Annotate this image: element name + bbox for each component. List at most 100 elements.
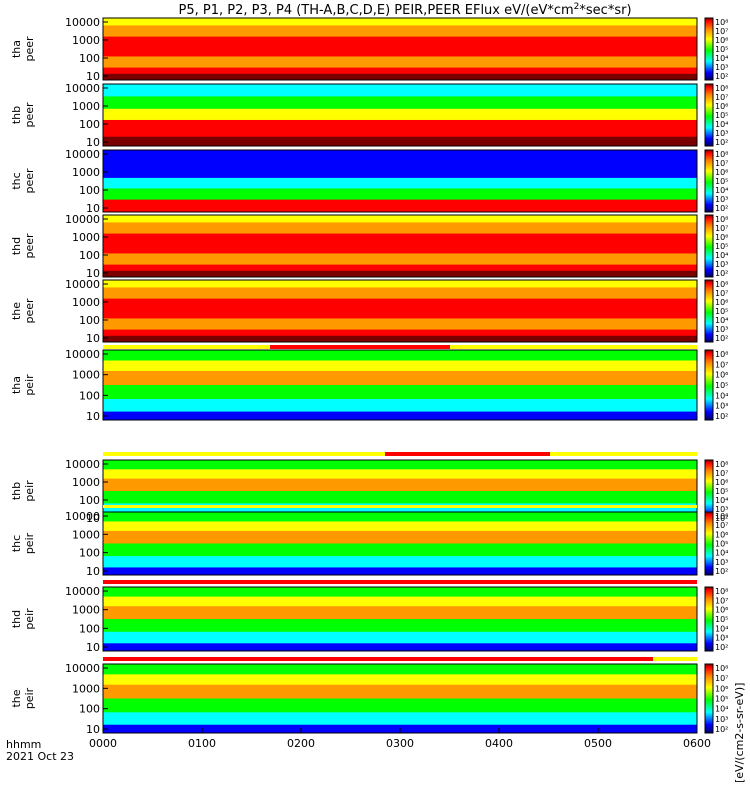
spectrogram-band	[103, 25, 697, 38]
panel-instrument-label: peir	[23, 374, 36, 396]
colorbar-tick-label: 10⁴	[715, 54, 728, 63]
colorbar-tick-label: 10⁷	[715, 674, 728, 683]
panel-frame	[102, 149, 698, 213]
colorbar-tick-label: 10⁸	[715, 512, 728, 521]
y-tick-label: 1000	[72, 296, 100, 309]
spectrogram-band	[103, 177, 697, 189]
panel-thb-peer: 10000 1000 100 10 thb peer 10⁸10⁷10⁶10⁵10⁴10³1…	[10, 82, 728, 149]
y-tick-label: 10	[86, 565, 100, 578]
colorbar-tick-label: 10⁶	[715, 36, 728, 45]
spectrogram-band	[103, 460, 697, 470]
colorbar-tick-label: 10⁷	[715, 521, 728, 530]
panel-instrument-label: peer	[23, 298, 36, 324]
panel-frame	[102, 214, 698, 278]
x-tick-label: 0400	[485, 737, 513, 750]
colorbar-tick-label: 10²	[715, 138, 728, 147]
colorbar-tick-label: 10³	[715, 63, 728, 72]
colorbar	[704, 349, 714, 421]
colorbar-tick-label: 10³	[715, 505, 728, 514]
colorbar-tick-label: 10²	[715, 72, 728, 81]
panel-thd-peer: 10000 1000 100 10 thd peer 10⁸10⁷10⁶10⁵10⁴10³1…	[10, 213, 728, 280]
colorbar-tick-label: 10⁷	[715, 596, 728, 605]
spectrogram-band	[103, 215, 697, 223]
spectrogram-band	[103, 698, 697, 713]
colorbar-tick-label: 10²	[715, 334, 728, 343]
y-tick-label: 100	[79, 622, 100, 635]
colorbar-tick-label: 10⁶	[715, 102, 728, 111]
panel-probe-label: thc	[10, 535, 23, 552]
y-tick-label: 10	[86, 136, 100, 149]
spectrogram-band	[103, 643, 697, 652]
colorbar-tick-label: 10⁸	[715, 18, 728, 27]
panel-frame	[102, 83, 698, 147]
colorbar-tick-label: 10⁶	[715, 168, 728, 177]
spectrogram-band	[103, 264, 697, 272]
spectrogram-band	[103, 119, 697, 138]
spectrogram-band	[103, 280, 697, 288]
spectrogram-band	[103, 56, 697, 69]
x-tick-label: 0100	[188, 737, 216, 750]
spectrogram-band	[103, 329, 697, 337]
spectrogram-band	[103, 18, 697, 26]
status-bar-flag	[385, 452, 550, 456]
spectrogram-band	[103, 96, 697, 110]
colorbar-tick-label: 10⁴	[715, 705, 728, 714]
spectrogram-band	[103, 712, 697, 726]
colorbar-tick-label: 10²	[715, 269, 728, 278]
panel-instrument-label: peir	[23, 687, 36, 709]
spectrogram-band	[103, 270, 697, 278]
colorbar-units-label: [eV/(cm2-s-sr-eV)]	[733, 683, 746, 783]
colorbar-tick-label: 10⁴	[715, 624, 728, 633]
colorbar-tick-label: 10⁶	[715, 371, 728, 380]
x-tick-label: 0000	[89, 737, 117, 750]
colorbar-tick-label: 10³	[715, 715, 728, 724]
spectrogram-band	[103, 253, 697, 266]
panel-instrument-label: peer	[23, 233, 36, 259]
panel-probe-label: the	[10, 302, 23, 320]
spectrogram-band	[103, 530, 697, 544]
y-tick-label: 10000	[65, 585, 100, 598]
colorbar	[704, 586, 714, 652]
spectrogram-band	[103, 664, 697, 675]
x-tick-label: 0600	[683, 737, 711, 750]
colorbar-tick-label: 10⁵	[715, 177, 728, 186]
spectrogram-band	[103, 222, 697, 235]
y-tick-label: 10000	[65, 278, 100, 291]
spectrogram-band	[103, 335, 697, 343]
y-tick-label: 1000	[72, 682, 100, 695]
colorbar-tick-label: 10⁶	[715, 606, 728, 615]
y-tick-label: 10000	[65, 213, 100, 226]
spectrogram-band	[103, 411, 697, 421]
spectrogram-band	[103, 674, 697, 686]
colorbar	[704, 279, 714, 343]
panel-probe-label: thb	[10, 482, 23, 500]
panel-frame	[102, 511, 698, 576]
spectrogram-band	[103, 385, 697, 400]
colorbar-tick-label: 10²	[715, 567, 728, 576]
colorbar-tick-label: 10⁶	[715, 233, 728, 242]
panel-probe-label: thc	[10, 172, 23, 189]
panel-tha-peer: 10000 1000 100 10 tha peer 10⁸10⁷10⁶10⁵10⁴10³1…	[10, 16, 728, 83]
colorbar	[704, 663, 714, 734]
colorbar-tick-label: 10⁴	[715, 496, 728, 505]
spectrogram-band	[103, 684, 697, 699]
colorbar-tick-label: 10⁷	[715, 289, 728, 298]
y-tick-label: 10	[86, 202, 100, 215]
y-tick-label: 10	[86, 723, 100, 736]
y-tick-label: 10000	[65, 348, 100, 361]
colorbar-tick-label: 10²	[715, 412, 728, 421]
spectrogram-band	[103, 84, 697, 97]
colorbar-tick-label: 10⁸	[715, 84, 728, 93]
colorbar-tick-label: 10³	[715, 325, 728, 334]
colorbar-tick-label: 10⁴	[715, 120, 728, 129]
spectrogram-band	[103, 469, 697, 480]
spectrogram-band	[103, 478, 697, 492]
colorbar-tick-label: 10⁵	[715, 540, 728, 549]
colorbar-tick-label: 10⁶	[715, 684, 728, 693]
colorbar-tick-label: 10⁸	[715, 150, 728, 159]
y-tick-label: 1000	[72, 34, 100, 47]
panel-thc-peer: 10000 1000 100 10 thc peer 10⁸10⁷10⁶10⁵10⁴10³1…	[10, 148, 728, 215]
status-bar-flag	[103, 580, 697, 584]
